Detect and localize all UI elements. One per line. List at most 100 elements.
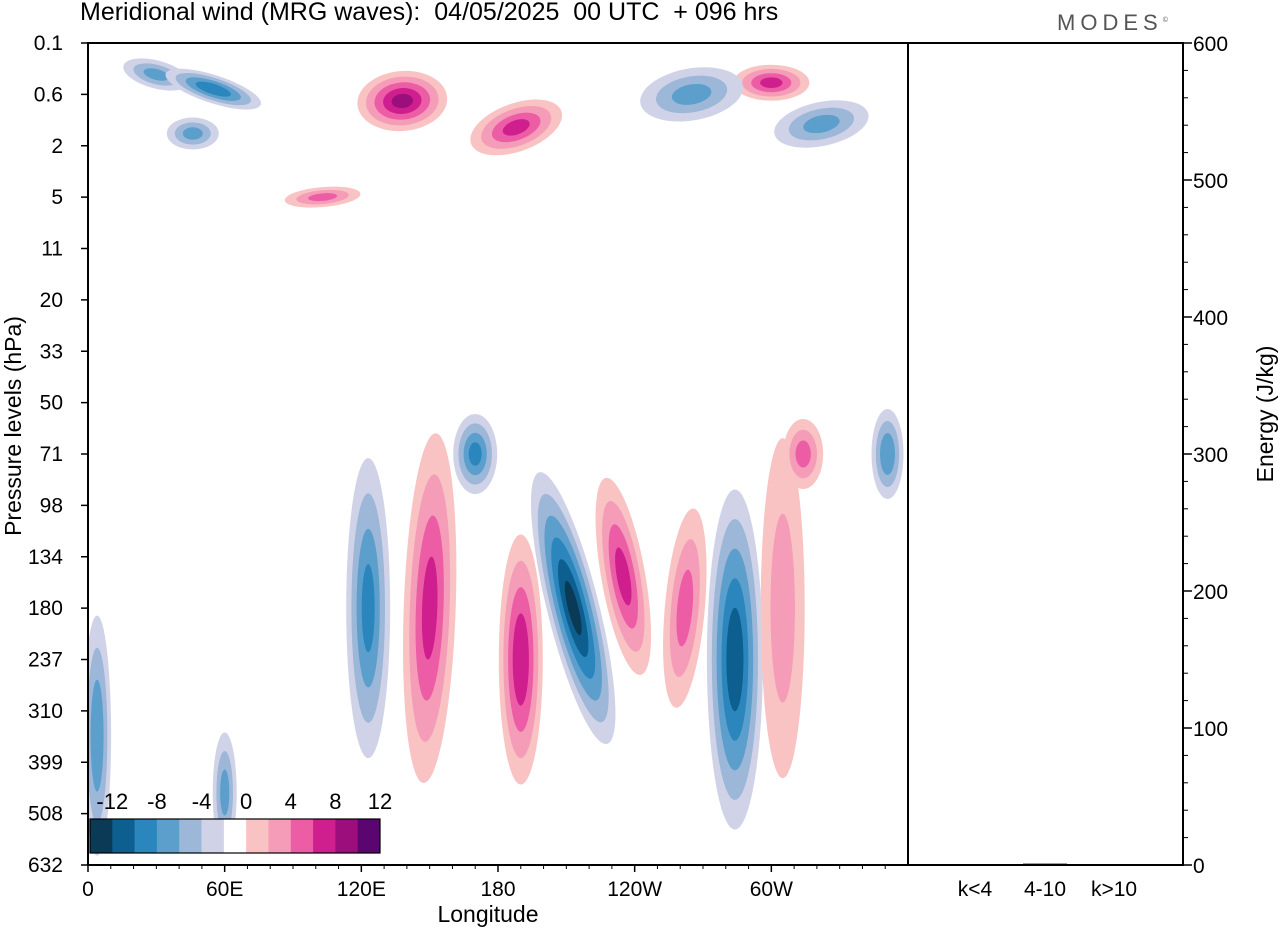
colorbar-label: 8 [329, 789, 341, 814]
y-tick-label: 98 [40, 494, 63, 517]
negative-contour [195, 81, 231, 97]
wind-feature [88, 615, 112, 856]
energy-panel: 0 100 200 300 400 500 600 Energy (J/kg) k<4 4-10 k… [907, 33, 1278, 901]
x-tick-label: 180 [480, 878, 515, 901]
colorbar-swatch [156, 819, 180, 853]
positive-contour [676, 569, 694, 647]
colorbar-swatch [223, 819, 247, 853]
wind-feature [165, 68, 262, 110]
wind-field [88, 58, 904, 856]
wind-feature [166, 117, 219, 150]
negative-contour [803, 114, 840, 134]
wind-feature [453, 414, 498, 494]
x-tick-label: 120W [607, 878, 662, 901]
y-tick-label: 399 [28, 751, 63, 774]
colorbar-label: 0 [240, 789, 252, 814]
negative-contour [564, 580, 582, 636]
colorbar-swatch [268, 819, 292, 853]
y-tick-label: 310 [28, 700, 63, 723]
colorbar-label: 4 [285, 789, 297, 814]
positive-contour [308, 193, 338, 202]
energy-tick-label: 200 [1193, 581, 1228, 604]
wind-feature [774, 100, 869, 148]
chart-title: Meridional wind (MRG waves): 04/05/2025 … [80, 0, 779, 26]
y-tick-label: 5 [51, 186, 63, 209]
energy-tick-label: 100 [1193, 718, 1228, 741]
negative-contour [182, 127, 203, 140]
energy-tick-label: 0 [1193, 855, 1205, 878]
negative-contour [726, 607, 744, 712]
wind-feature [783, 419, 824, 489]
colorbar-swatch [246, 819, 269, 853]
energy-category-label: k<4 [958, 878, 993, 901]
wind-feature [760, 438, 805, 779]
positive-contour [391, 93, 413, 109]
colorbar-swatch [313, 819, 336, 853]
y-tick-label: 237 [28, 649, 63, 672]
colorbar-swatch [290, 819, 314, 853]
colorbar-label: 12 [368, 789, 392, 814]
y-tick-label: 50 [40, 392, 63, 415]
colorbar-swatch [201, 819, 225, 853]
y-tick-label: 632 [28, 854, 63, 877]
y-tick-label: 33 [40, 340, 63, 363]
wind-feature [871, 409, 904, 499]
colorbar-swatch [112, 819, 135, 853]
axes: 0.1 0.6 2 5 11 20 33 50 71 98 134 180 237 310 399 508 63… [0, 32, 909, 927]
colorbar-swatch [134, 819, 158, 853]
y-tick-label: 0.1 [34, 32, 63, 55]
negative-contour [143, 68, 170, 81]
y-tick-label: 508 [28, 803, 63, 826]
energy-bar [953, 865, 997, 866]
positive-contour [512, 613, 529, 706]
positive-contour [770, 513, 795, 703]
energy-tick-label: 300 [1193, 444, 1228, 467]
negative-contour [880, 433, 895, 475]
colorbar-label: -8 [147, 789, 167, 814]
x-tick-label: 60W [750, 878, 793, 901]
colorbar-swatch [90, 819, 113, 853]
wind-feature [706, 489, 763, 830]
colorbar-swatch [357, 819, 381, 853]
y-tick-label: 71 [40, 443, 63, 466]
wind-feature [284, 186, 361, 208]
negative-contour [361, 564, 375, 653]
energy-tick-label: 500 [1193, 170, 1228, 193]
energy-frame [907, 42, 1184, 866]
energy-tick-label: 600 [1193, 33, 1228, 56]
wind-feature [403, 433, 457, 783]
wind-feature [470, 99, 563, 156]
x-tick-label: 0 [82, 878, 94, 901]
wind-feature [733, 64, 810, 101]
energy-bar [1023, 863, 1067, 865]
colorbar-frame [89, 818, 381, 854]
wind-feature [346, 458, 391, 759]
energy-tick-label: 400 [1193, 307, 1228, 330]
positive-contour [615, 547, 632, 606]
positive-contour [421, 556, 438, 660]
y-tick-label: 11 [41, 238, 63, 261]
x-tick-label: 60E [206, 878, 243, 901]
positive-contour [760, 77, 783, 88]
energy-axis-title: Energy (J/kg) [1252, 346, 1278, 483]
logo-text: MODES [1057, 10, 1163, 35]
wind-feature [357, 70, 448, 132]
wind-feature [595, 477, 652, 675]
y-tick-label: 20 [40, 289, 63, 312]
energy-bar [1092, 865, 1136, 866]
positive-contour [502, 119, 530, 136]
negative-contour [671, 83, 712, 105]
wind-feature [530, 472, 616, 745]
positive-contour [795, 440, 811, 468]
colorbar-label: -4 [192, 789, 212, 814]
y-tick-label: 0.6 [34, 83, 63, 106]
energy-category-label: k>10 [1091, 878, 1137, 901]
colorbar-swatch [179, 819, 202, 853]
negative-contour [90, 679, 104, 792]
modes-logo: MODES© [1057, 8, 1168, 38]
x-tick-label: 120E [337, 878, 386, 901]
x-axis-title: Longitude [437, 901, 538, 927]
colorbar: -12 -8 -4 0 4 8 12 [89, 789, 392, 854]
colorbar-swatch [335, 819, 358, 853]
